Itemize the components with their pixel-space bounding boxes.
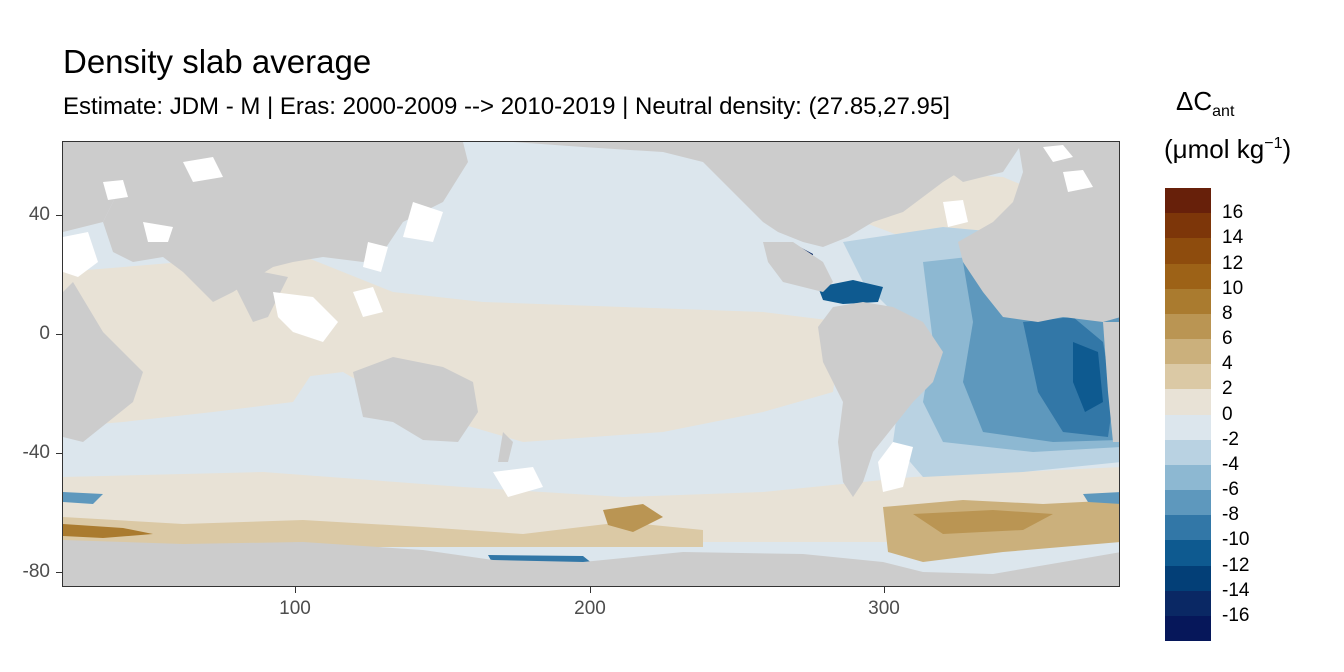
legend-label: 2 xyxy=(1222,378,1233,400)
legend-label: 10 xyxy=(1222,277,1244,299)
legend-swatch xyxy=(1165,288,1211,315)
antarctic-margin-neg-3 xyxy=(1083,492,1119,504)
antarctic-shelf-positive-1 xyxy=(63,517,703,547)
caribbean-negative xyxy=(818,280,883,304)
indian-sector-positive xyxy=(63,524,153,538)
x-tick-mark-300 xyxy=(884,587,885,593)
y-tick-label-0: 0 xyxy=(39,323,50,344)
legend-colorbar xyxy=(1165,188,1211,642)
legend-label: 14 xyxy=(1222,227,1244,249)
legend-unit-sup: −1 xyxy=(1264,135,1283,152)
legend-swatch xyxy=(1165,590,1211,617)
legend-label: -16 xyxy=(1222,604,1250,626)
legend-swatch xyxy=(1165,389,1211,415)
x-tick-label-300: 300 xyxy=(868,598,900,619)
legend-label: 4 xyxy=(1222,353,1233,375)
antarctic-margin-neg-2 xyxy=(63,492,103,504)
legend-label: -14 xyxy=(1222,579,1250,601)
x-tick-mark-200 xyxy=(590,587,591,593)
legend-swatch xyxy=(1165,414,1211,441)
legend-label: -12 xyxy=(1222,554,1250,576)
plot-subtitle: Estimate: JDM - M | Eras: 2000-2009 --> … xyxy=(63,93,950,120)
legend-label: -2 xyxy=(1222,428,1239,450)
y-tick-label-40: 40 xyxy=(28,204,50,225)
y-tick-label-neg80: -80 xyxy=(22,561,50,582)
legend-label: 8 xyxy=(1222,302,1233,324)
legend-swatch xyxy=(1165,364,1211,390)
legend-title-unit: (μmol kg−1) xyxy=(1164,134,1291,165)
legend-unit-close: ) xyxy=(1282,134,1292,164)
legend-swatch xyxy=(1165,615,1211,642)
no-data-patches xyxy=(63,145,1093,497)
legend-unit-text: (μmol kg xyxy=(1164,134,1265,164)
map-svg xyxy=(63,142,1119,586)
y-tick-label-neg40: -40 xyxy=(22,442,50,463)
legend-label: -8 xyxy=(1222,504,1239,526)
land xyxy=(63,142,1119,586)
legend-swatch xyxy=(1165,339,1211,365)
legend-title-symbol: ΔCant xyxy=(1176,86,1234,121)
legend-label: -4 xyxy=(1222,453,1239,475)
map-panel xyxy=(62,141,1120,587)
atlantic-neg-10 xyxy=(1073,342,1103,412)
legend-swatch xyxy=(1165,439,1211,466)
y-tick-mark-40 xyxy=(56,215,62,216)
legend-label: -6 xyxy=(1222,479,1239,500)
legend-swatch xyxy=(1165,464,1211,491)
antarctic-weddell-positive-strong xyxy=(913,510,1053,534)
legend-symbol: ΔC xyxy=(1176,86,1213,116)
legend-swatch xyxy=(1165,188,1211,214)
legend-swatch xyxy=(1165,490,1211,516)
x-tick-mark-100 xyxy=(295,587,296,593)
legend-swatch xyxy=(1165,313,1211,340)
legend-symbol-sub: ant xyxy=(1212,103,1235,120)
legend-swatch xyxy=(1165,565,1211,592)
legend-swatch xyxy=(1165,263,1211,290)
y-tick-mark-0 xyxy=(56,334,62,335)
legend-label: 16 xyxy=(1222,202,1244,224)
ross-sea-positive xyxy=(603,504,663,532)
legend-label: -10 xyxy=(1222,529,1250,551)
plot-title: Density slab average xyxy=(63,43,372,80)
legend-swatch xyxy=(1165,238,1211,264)
legend-swatch xyxy=(1165,213,1211,239)
x-tick-label-100: 100 xyxy=(279,598,311,619)
legend-swatch xyxy=(1165,540,1211,566)
y-tick-mark-neg80 xyxy=(56,572,62,573)
legend-swatch xyxy=(1165,515,1211,541)
legend-label: 0 xyxy=(1222,403,1233,425)
y-tick-mark-neg40 xyxy=(56,453,62,454)
legend-label: 12 xyxy=(1222,252,1244,274)
x-tick-label-200: 200 xyxy=(574,598,606,619)
legend-label: 6 xyxy=(1222,328,1233,349)
